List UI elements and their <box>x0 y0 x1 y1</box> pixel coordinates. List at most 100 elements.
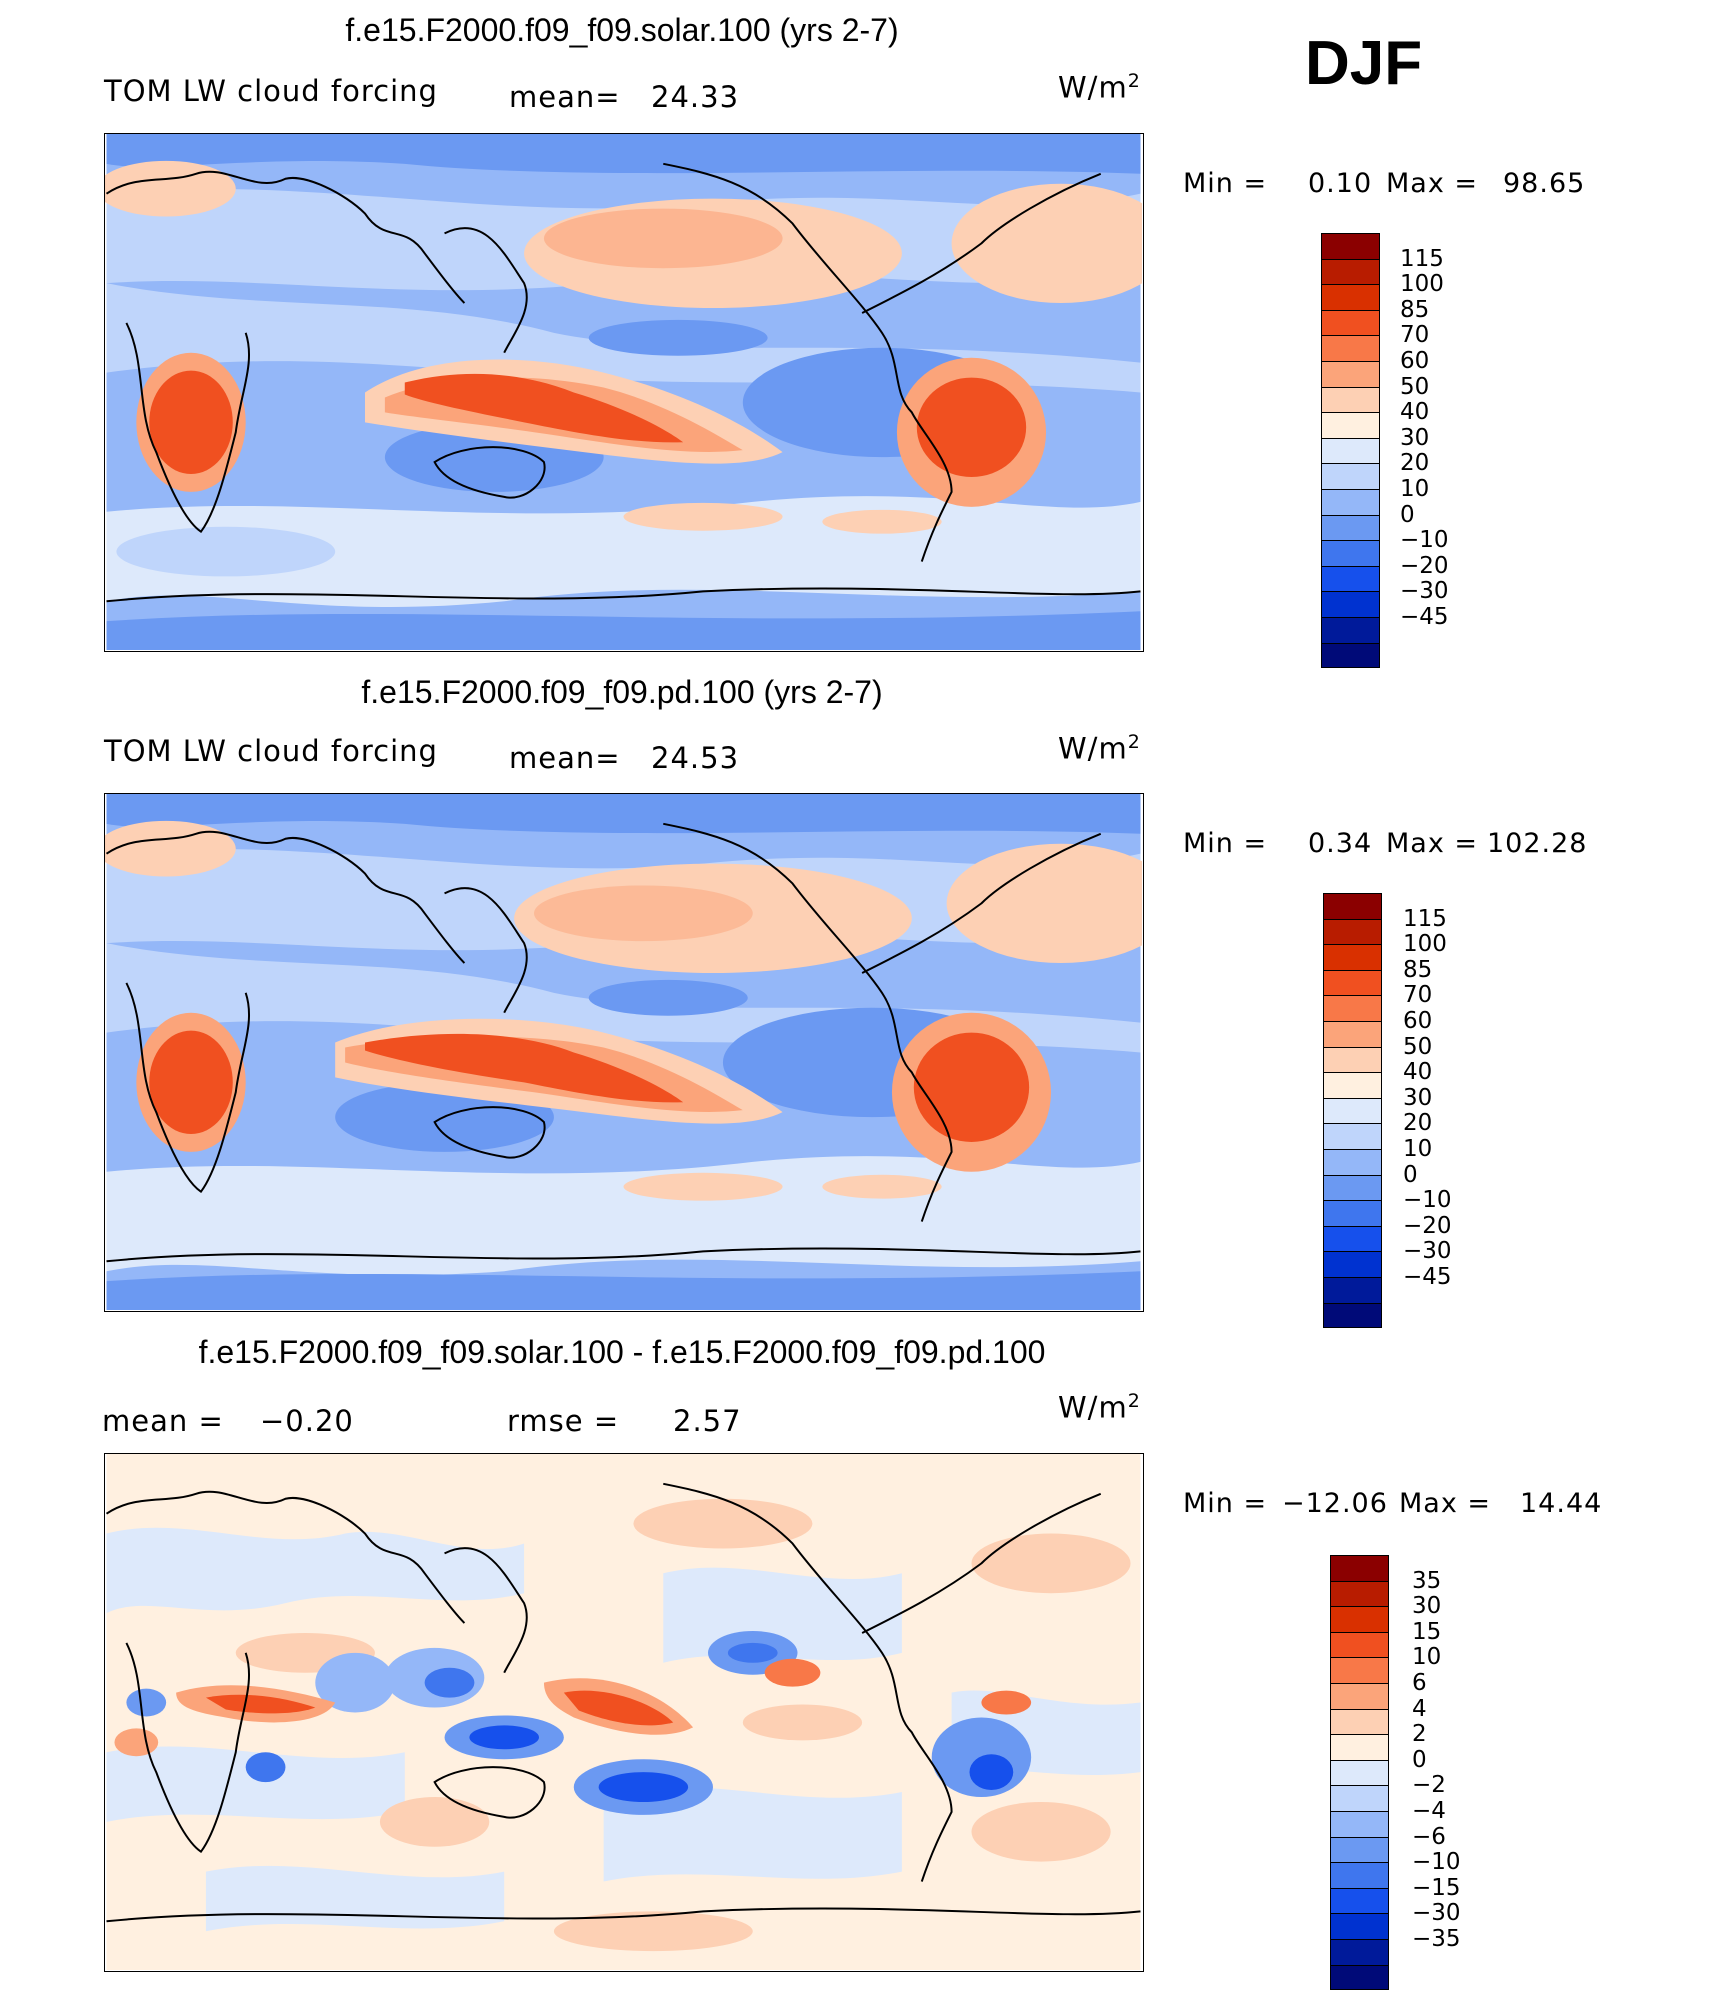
panel-solar-min-value: 0.10 <box>1308 168 1372 199</box>
colorbar-swatch <box>1330 1683 1389 1709</box>
colorbar-tick-label: 40 <box>1400 399 1429 425</box>
colorbar-swatch <box>1330 1657 1389 1683</box>
colorbar-swatch <box>1330 1606 1389 1632</box>
colorbar-swatch <box>1323 970 1382 996</box>
panel-pd-mean-label: mean= <box>509 741 621 775</box>
colorbar-swatch <box>1321 310 1380 336</box>
colorbar-swatch <box>1321 617 1380 643</box>
panel-diff-units: W/m2 <box>1058 1390 1141 1425</box>
colorbar-tick-label: −10 <box>1400 527 1449 553</box>
colorbar-tick-label: 20 <box>1403 1110 1432 1136</box>
colorbar-tick-label: 70 <box>1400 322 1429 348</box>
colorbar-tick-label: 115 <box>1403 906 1447 932</box>
colorbar-tick-label: 100 <box>1400 271 1444 297</box>
panel-pd-title: f.e15.F2000.f09_f09.pd.100 (yrs 2-7) <box>122 674 1122 711</box>
colorbar-swatch <box>1323 893 1382 919</box>
colorbar-tick-label: 30 <box>1403 1085 1432 1111</box>
panel-pd-min-label: Min = <box>1183 828 1267 859</box>
colorbar-tick-label: 2 <box>1412 1721 1427 1747</box>
colorbar-swatch <box>1323 1226 1382 1252</box>
colorbar-swatch <box>1323 995 1382 1021</box>
panel-diff-mean-value: −0.20 <box>260 1404 354 1438</box>
panel-pd-colorbar <box>1323 893 1382 1328</box>
colorbar-swatch <box>1321 387 1380 413</box>
panel-diff-mean-label: mean = <box>102 1404 224 1438</box>
colorbar-swatch <box>1321 643 1380 669</box>
panel-solar-min-label: Min = <box>1183 168 1267 199</box>
colorbar-swatch <box>1323 1072 1382 1098</box>
colorbar-tick-label: 30 <box>1412 1593 1441 1619</box>
colorbar-tick-label: 85 <box>1403 957 1432 983</box>
colorbar-tick-label: 115 <box>1400 246 1444 272</box>
colorbar-swatch <box>1323 919 1382 945</box>
colorbar-swatch <box>1330 1785 1389 1811</box>
colorbar-swatch <box>1321 259 1380 285</box>
panel-solar-map <box>104 133 1144 652</box>
colorbar-tick-label: −2 <box>1412 1772 1446 1798</box>
colorbar-swatch <box>1323 1277 1382 1303</box>
panel-diff-min-value: −12.06 <box>1282 1488 1388 1519</box>
colorbar-tick-label: 60 <box>1400 348 1429 374</box>
colorbar-tick-label: 6 <box>1412 1670 1427 1696</box>
colorbar-tick-label: 15 <box>1412 1619 1441 1645</box>
colorbar-swatch <box>1321 540 1380 566</box>
colorbar-swatch <box>1330 1581 1389 1607</box>
colorbar-tick-label: 50 <box>1400 374 1429 400</box>
panel-solar-variable: TOM LW cloud forcing <box>104 74 438 108</box>
panel-pd-units: W/m2 <box>1058 731 1141 766</box>
colorbar-swatch <box>1321 489 1380 515</box>
panel-solar-mean-value: 24.33 <box>651 80 739 114</box>
colorbar-swatch <box>1323 1251 1382 1277</box>
panel-pd-contour-plot <box>105 794 1142 1310</box>
colorbar-swatch <box>1321 335 1380 361</box>
colorbar-swatch <box>1323 1123 1382 1149</box>
colorbar-swatch <box>1330 1888 1389 1914</box>
colorbar-swatch <box>1321 566 1380 592</box>
colorbar-tick-label: 0 <box>1400 502 1415 528</box>
colorbar-swatch <box>1321 591 1380 617</box>
colorbar-swatch <box>1330 1862 1389 1888</box>
colorbar-swatch <box>1330 1811 1389 1837</box>
colorbar-swatch <box>1323 1200 1382 1226</box>
colorbar-tick-label: 10 <box>1412 1644 1441 1670</box>
colorbar-tick-label: 20 <box>1400 450 1429 476</box>
colorbar-tick-label: 0 <box>1403 1162 1418 1188</box>
colorbar-swatch <box>1323 1098 1382 1124</box>
panel-diff-contour-plot <box>105 1454 1142 1970</box>
colorbar-swatch <box>1321 233 1380 259</box>
colorbar-swatch <box>1330 1965 1389 1990</box>
panel-solar-max-label: Max = <box>1386 168 1478 199</box>
panel-pd-mean-value: 24.53 <box>651 741 739 775</box>
panel-pd-map <box>104 793 1144 1312</box>
panel-diff-max-label: Max = <box>1399 1488 1491 1519</box>
colorbar-tick-label: 60 <box>1403 1008 1432 1034</box>
panel-diff-rmse-value: 2.57 <box>673 1404 742 1438</box>
panel-diff-colorbar <box>1330 1555 1389 1990</box>
colorbar-swatch <box>1321 463 1380 489</box>
colorbar-tick-label: −10 <box>1412 1849 1461 1875</box>
colorbar-tick-label: 4 <box>1412 1696 1427 1722</box>
colorbar-swatch <box>1330 1709 1389 1735</box>
colorbar-tick-label: 10 <box>1403 1136 1432 1162</box>
colorbar-swatch <box>1321 438 1380 464</box>
colorbar-tick-label: −4 <box>1412 1798 1446 1824</box>
colorbar-tick-label: 35 <box>1412 1568 1441 1594</box>
panel-diff-map <box>104 1453 1144 1972</box>
colorbar-tick-label: 0 <box>1412 1747 1427 1773</box>
colorbar-tick-label: 70 <box>1403 982 1432 1008</box>
colorbar-tick-label: 30 <box>1400 425 1429 451</box>
colorbar-tick-label: −10 <box>1403 1187 1452 1213</box>
colorbar-tick-label: 10 <box>1400 476 1429 502</box>
colorbar-swatch <box>1323 1047 1382 1073</box>
panel-diff-min-label: Min = <box>1183 1488 1267 1519</box>
colorbar-tick-label: 50 <box>1403 1034 1432 1060</box>
panel-diff-max-value: 14.44 <box>1520 1488 1602 1519</box>
colorbar-tick-label: −30 <box>1403 1238 1452 1264</box>
colorbar-swatch <box>1321 515 1380 541</box>
colorbar-tick-label: −15 <box>1412 1875 1461 1901</box>
panel-pd-variable: TOM LW cloud forcing <box>104 734 438 768</box>
colorbar-tick-label: 100 <box>1403 931 1447 957</box>
colorbar-tick-label: −20 <box>1400 553 1449 579</box>
colorbar-swatch <box>1323 1175 1382 1201</box>
colorbar-tick-label: 85 <box>1400 297 1429 323</box>
